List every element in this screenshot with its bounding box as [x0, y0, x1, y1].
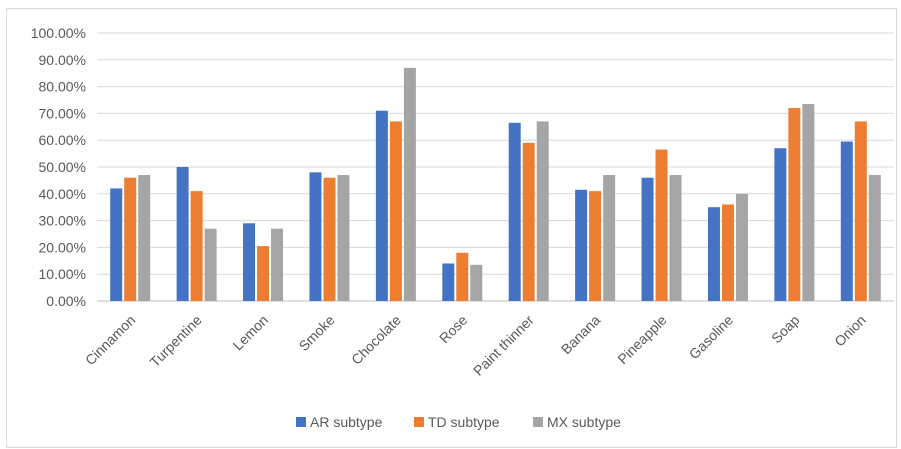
legend-item: MX subtype: [533, 414, 621, 430]
bar: [854, 121, 867, 301]
y-axis-tick-labels: 0.00% 10.00% 20.00% 30.00% 40.00% 50.00% 60.00…: [31, 25, 86, 309]
bar: [536, 121, 549, 301]
bar: [375, 110, 388, 301]
bar: [271, 228, 284, 301]
bar: [309, 172, 322, 301]
x-tick-label: Smoke: [295, 312, 337, 354]
x-tick-label: Turpentine: [146, 312, 204, 370]
bar: [243, 223, 256, 301]
bar: [707, 207, 720, 301]
y-tick-label: 50.00%: [39, 159, 86, 175]
x-tick-label: Banana: [558, 312, 604, 358]
legend-swatch: [533, 417, 543, 427]
legend-swatch: [296, 417, 306, 427]
x-tick-label: Pineapple: [614, 312, 670, 368]
bar: [124, 177, 137, 301]
bar: [190, 191, 203, 301]
bar: [138, 175, 151, 301]
bar: [840, 141, 853, 301]
x-tick-label: Cinnamon: [82, 312, 138, 368]
x-tick-label: Onion: [831, 312, 869, 350]
bar: [389, 121, 402, 301]
y-tick-label: 40.00%: [39, 186, 86, 202]
bar: [522, 142, 535, 301]
y-tick-label: 0.00%: [46, 293, 86, 309]
bar: [257, 246, 270, 301]
bar: [721, 204, 734, 301]
x-tick-label: Chocolate: [348, 312, 404, 368]
bar: [802, 104, 815, 302]
y-tick-label: 80.00%: [39, 79, 86, 95]
x-tick-label: Rose: [436, 312, 471, 347]
legend-item: AR subtype: [296, 414, 383, 430]
bar: [788, 108, 801, 301]
legend-label: MX subtype: [547, 414, 621, 430]
bar: [669, 175, 682, 301]
y-tick-label: 100.00%: [31, 25, 86, 41]
chart-frame: [6, 8, 897, 448]
bars: [110, 67, 881, 302]
bar: [176, 167, 189, 301]
bar: [323, 177, 336, 301]
bar: [403, 67, 416, 301]
bar: [641, 177, 654, 301]
x-axis-tick-labels: Cinnamon Turpentine Lemon Smoke Chocolate Ros…: [82, 312, 869, 379]
y-tick-label: 30.00%: [39, 213, 86, 229]
bar: [337, 175, 350, 301]
bar: [589, 191, 602, 301]
bar: [456, 252, 469, 301]
bar: [868, 175, 881, 301]
x-tick-label: Soap: [768, 312, 803, 347]
gridlines: [97, 32, 894, 302]
bar: [508, 122, 521, 301]
legend-swatch: [414, 417, 424, 427]
x-tick-label: Gasoline: [686, 312, 737, 363]
bar: [774, 148, 787, 301]
bar: [655, 149, 668, 301]
bar: [442, 263, 455, 301]
legend-item: TD subtype: [414, 414, 500, 430]
legend-label: AR subtype: [310, 414, 383, 430]
legend: AR subtype TD subtype MX subtype: [296, 414, 621, 430]
y-tick-label: 70.00%: [39, 105, 86, 121]
y-tick-label: 10.00%: [39, 266, 86, 282]
bar: [470, 264, 483, 301]
y-tick-label: 60.00%: [39, 132, 86, 148]
bar: [735, 193, 748, 301]
y-tick-label: 90.00%: [39, 52, 86, 68]
y-tick-label: 20.00%: [39, 239, 86, 255]
bar: [603, 175, 616, 301]
bar: [110, 188, 123, 301]
bar: [575, 189, 588, 301]
legend-label: TD subtype: [428, 414, 500, 430]
x-tick-label: Lemon: [230, 312, 272, 354]
x-tick-label: Paint thinner: [470, 312, 537, 379]
bar: [204, 228, 217, 301]
